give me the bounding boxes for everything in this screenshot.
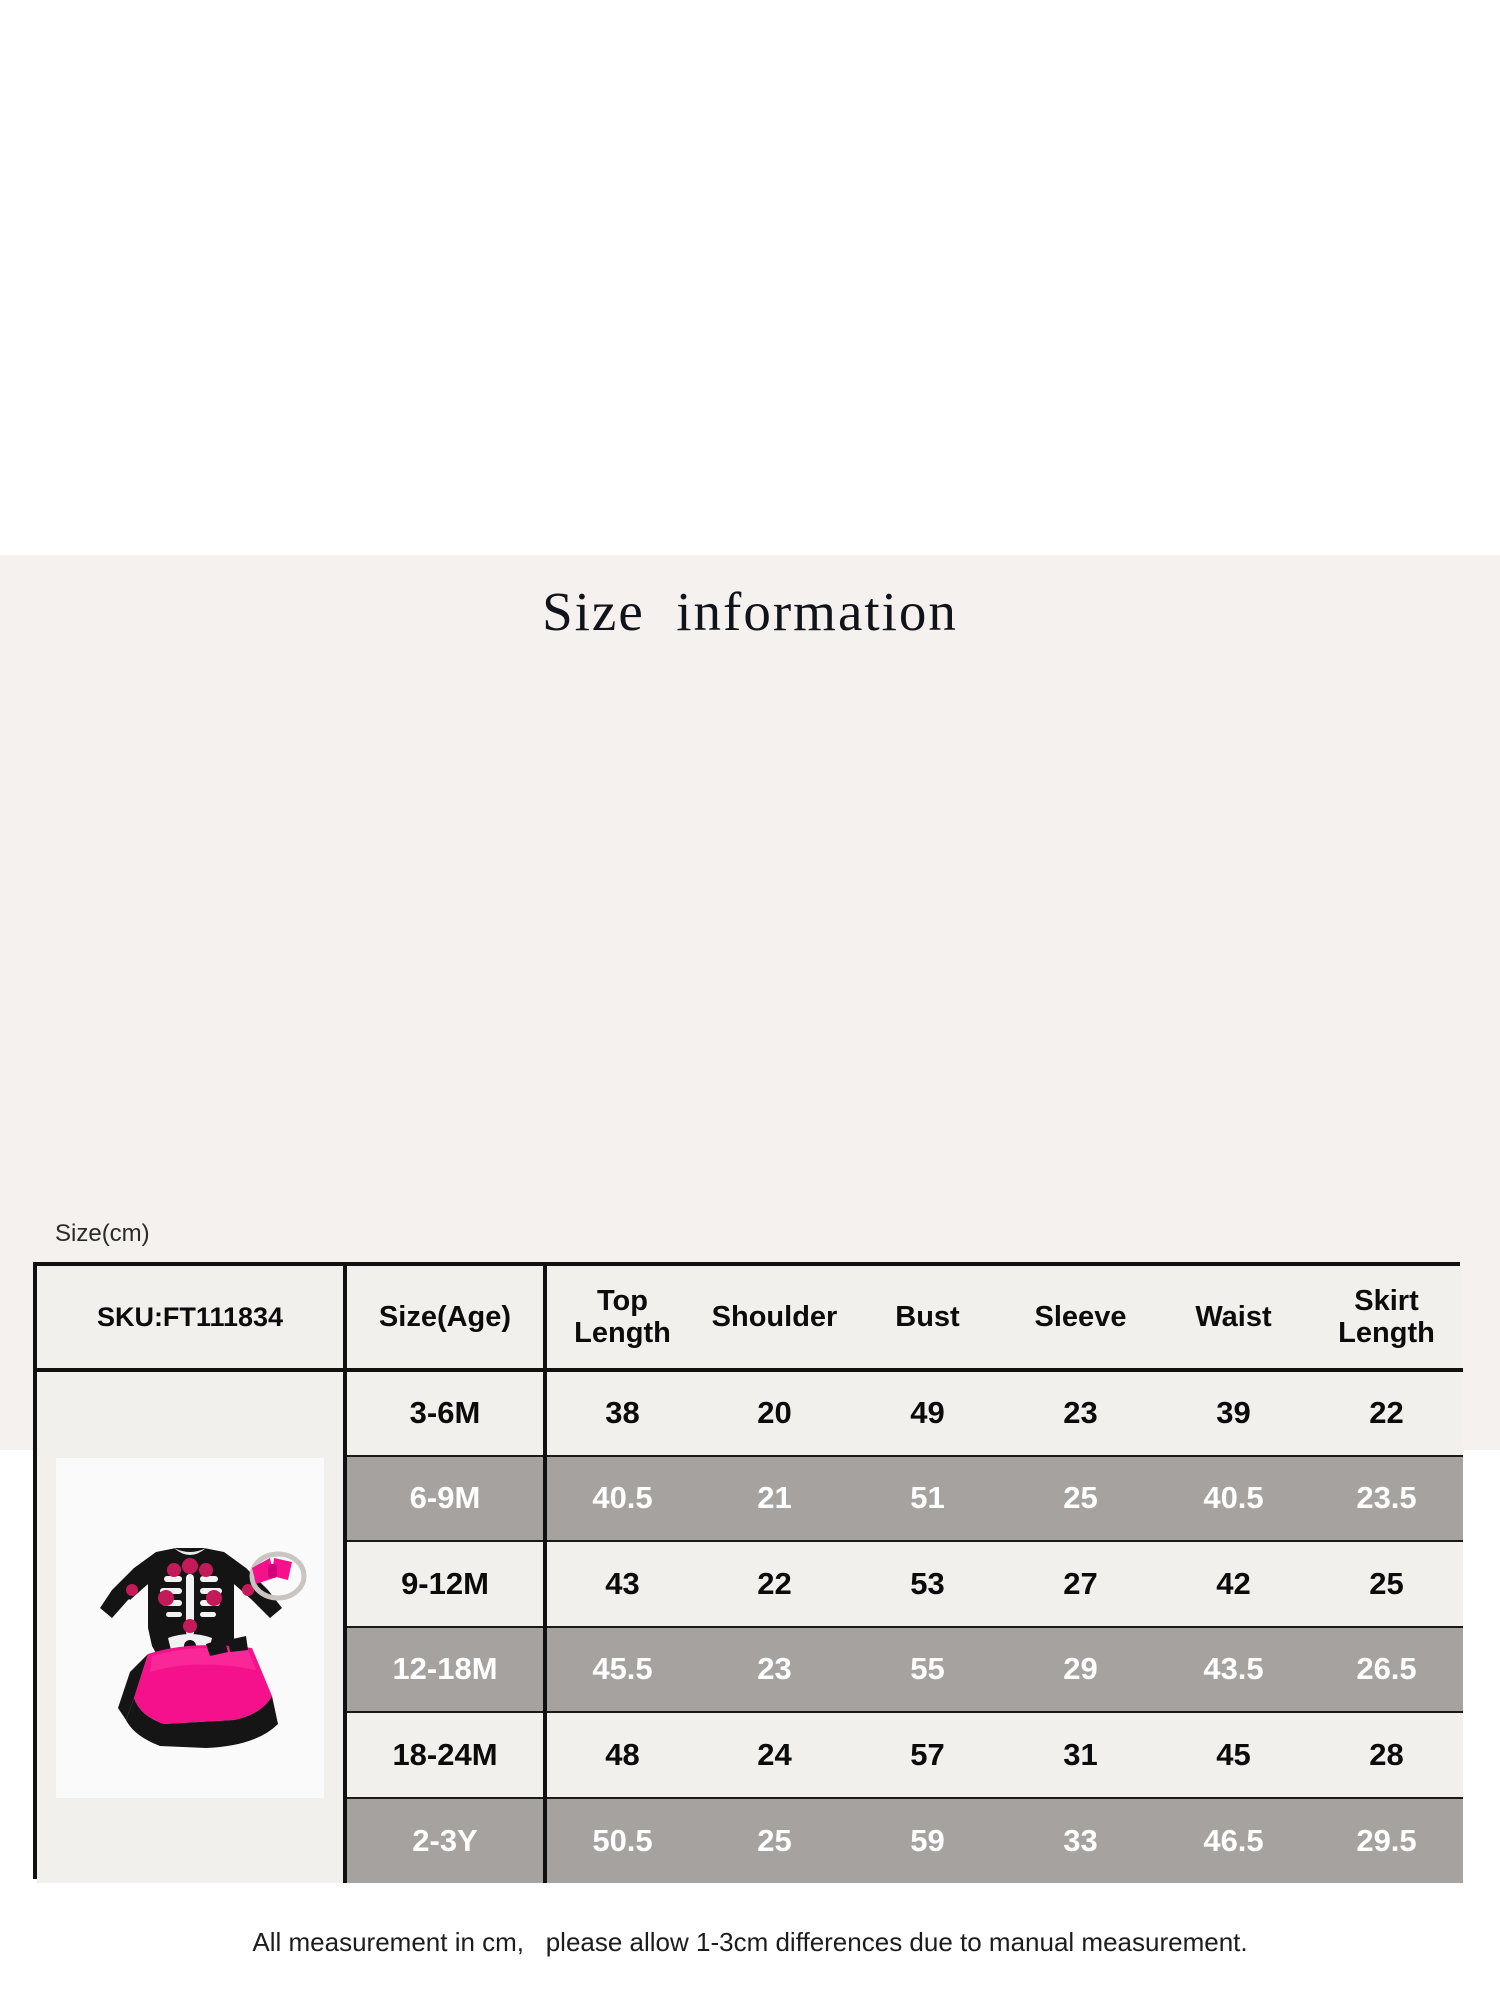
- sleeve-cell: 29: [1004, 1625, 1157, 1712]
- table-row: 2-3Y 50.5 25 59 33 46.5 29.5: [37, 1796, 1463, 1883]
- shoulder-header-cell: Shoulder: [698, 1266, 851, 1372]
- size-age-header-cell: Size(Age): [345, 1266, 547, 1372]
- skirt-length-header-line1: Skirt: [1354, 1284, 1419, 1317]
- bust-cell: 53: [851, 1540, 1004, 1627]
- top-length-cell: 43: [545, 1540, 698, 1627]
- shoulder-cell: 25: [698, 1796, 851, 1883]
- size-chart-table-container: SKU:FT111834 Size(Age) Top Length Should…: [33, 1262, 1463, 1883]
- table-row: 12-18M 45.5 23 55 29 43.5 26.5: [37, 1625, 1463, 1712]
- waist-cell: 43.5: [1157, 1625, 1310, 1712]
- skirt-length-cell: 26.5: [1310, 1625, 1463, 1712]
- bust-cell: 57: [851, 1711, 1004, 1798]
- age-cell: 6-9M: [345, 1454, 547, 1541]
- top-length-cell: 45.5: [545, 1625, 698, 1712]
- waist-header-cell: Waist: [1157, 1266, 1310, 1372]
- sleeve-header-cell: Sleeve: [1004, 1266, 1157, 1372]
- waist-cell: 46.5: [1157, 1796, 1310, 1883]
- table-header-row: SKU:FT111834 Size(Age) Top Length Should…: [37, 1266, 1463, 1372]
- bust-cell: 49: [851, 1370, 1004, 1456]
- skirt-length-cell: 22: [1310, 1370, 1463, 1456]
- shoulder-cell: 21: [698, 1454, 851, 1541]
- sleeve-cell: 23: [1004, 1370, 1157, 1456]
- table-row: 3-6M 38 20 49 23 39 22: [37, 1370, 1463, 1883]
- top-length-cell: 50.5: [545, 1796, 698, 1883]
- size-unit-caption: Size(cm): [55, 1220, 150, 1247]
- sleeve-cell: 33: [1004, 1796, 1157, 1883]
- top-length-cell: 38: [545, 1370, 698, 1456]
- sleeve-cell: 31: [1004, 1711, 1157, 1798]
- shoulder-cell: 24: [698, 1711, 851, 1798]
- size-information-panel: Size information Size(cm) SKU:FT111834 S…: [0, 555, 1500, 1957]
- age-cell: 18-24M: [345, 1711, 547, 1798]
- bust-cell: 59: [851, 1796, 1004, 1883]
- table-row: 9-12M 43 22 53 27 42 25: [37, 1540, 1463, 1627]
- table-row: 18-24M 48 24 57 31 45 28: [37, 1711, 1463, 1798]
- sku-header-cell: SKU:FT111834: [37, 1266, 347, 1372]
- shoulder-cell: 20: [698, 1370, 851, 1456]
- age-cell: 9-12M: [345, 1540, 547, 1627]
- bust-header-cell: Bust: [851, 1266, 1004, 1372]
- skirt-length-cell: 25: [1310, 1540, 1463, 1627]
- sleeve-cell: 27: [1004, 1540, 1157, 1627]
- skirt-length-header-cell: Skirt Length: [1310, 1266, 1463, 1372]
- shoulder-cell: 23: [698, 1625, 851, 1712]
- top-length-header-line2: Length: [574, 1317, 671, 1349]
- age-cell: 2-3Y: [345, 1796, 547, 1883]
- top-length-header-cell: Top Length: [545, 1266, 698, 1372]
- top-length-cell: 48: [545, 1711, 698, 1798]
- age-cell: 12-18M: [345, 1625, 547, 1712]
- table-row: 6-9M 40.5 21 51 25 40.5 23.5: [37, 1454, 1463, 1541]
- skeleton-outfit-illustration: [56, 1457, 324, 1798]
- waist-cell: 42: [1157, 1540, 1310, 1627]
- measurement-disclaimer-note: All measurement in cm, please allow 1-3c…: [252, 1927, 1248, 1957]
- sleeve-cell: 25: [1004, 1454, 1157, 1541]
- waist-cell: 39: [1157, 1370, 1310, 1456]
- top-length-cell: 40.5: [545, 1454, 698, 1541]
- waist-cell: 40.5: [1157, 1454, 1310, 1541]
- age-cell: 3-6M: [345, 1370, 547, 1456]
- page-title: Size information: [542, 581, 958, 642]
- bust-cell: 55: [851, 1625, 1004, 1712]
- skirt-length-cell: 29.5: [1310, 1796, 1463, 1883]
- shoulder-cell: 22: [698, 1540, 851, 1627]
- waist-cell: 45: [1157, 1711, 1310, 1798]
- bust-cell: 51: [851, 1454, 1004, 1541]
- skirt-length-header-line2: Length: [1338, 1317, 1435, 1349]
- product-image-cell: [37, 1370, 347, 1883]
- product-photo: [56, 1457, 324, 1798]
- skirt-length-cell: 28: [1310, 1711, 1463, 1798]
- skirt-length-cell: 23.5: [1310, 1454, 1463, 1541]
- top-length-header-line1: Top: [597, 1284, 648, 1317]
- size-chart-table: SKU:FT111834 Size(Age) Top Length Should…: [37, 1266, 1463, 1883]
